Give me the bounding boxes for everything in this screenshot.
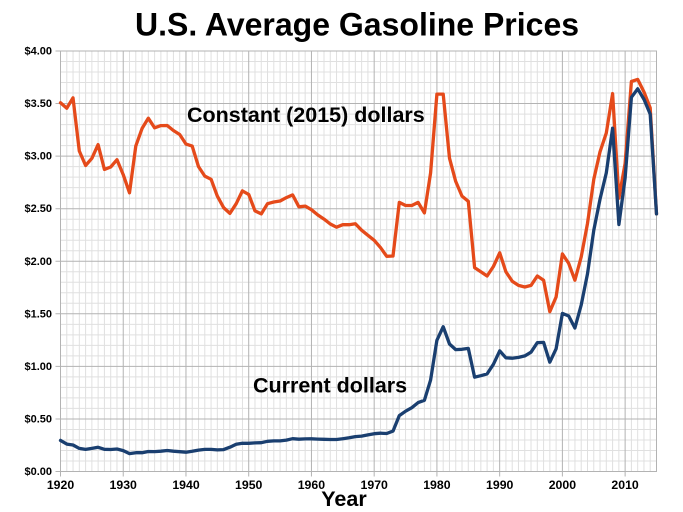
- svg-text:1980: 1980: [423, 478, 451, 492]
- svg-text:$3.00: $3.00: [24, 151, 52, 163]
- svg-text:$0.50: $0.50: [24, 413, 52, 425]
- svg-text:$2.00: $2.00: [24, 256, 52, 268]
- svg-text:$0.00: $0.00: [24, 466, 52, 478]
- svg-text:U.S. Average Gasoline Prices: U.S. Average Gasoline Prices: [135, 7, 579, 43]
- svg-text:$1.00: $1.00: [24, 361, 52, 373]
- svg-text:1950: 1950: [235, 478, 263, 492]
- svg-text:1940: 1940: [172, 478, 200, 492]
- svg-text:1930: 1930: [110, 478, 138, 492]
- svg-text:1990: 1990: [486, 478, 514, 492]
- svg-text:$3.50: $3.50: [24, 98, 52, 110]
- svg-text:2000: 2000: [549, 478, 577, 492]
- svg-text:Constant (2015) dollars: Constant (2015) dollars: [187, 103, 425, 127]
- svg-text:Year: Year: [321, 487, 367, 511]
- svg-text:1920: 1920: [47, 478, 75, 492]
- svg-text:Current dollars: Current dollars: [253, 374, 407, 398]
- svg-text:$1.50: $1.50: [24, 308, 52, 320]
- svg-text:1960: 1960: [298, 478, 326, 492]
- svg-text:1970: 1970: [361, 478, 389, 492]
- svg-text:$2.50: $2.50: [24, 203, 52, 215]
- svg-text:$4.00: $4.00: [24, 46, 52, 58]
- svg-text:2010: 2010: [611, 478, 639, 492]
